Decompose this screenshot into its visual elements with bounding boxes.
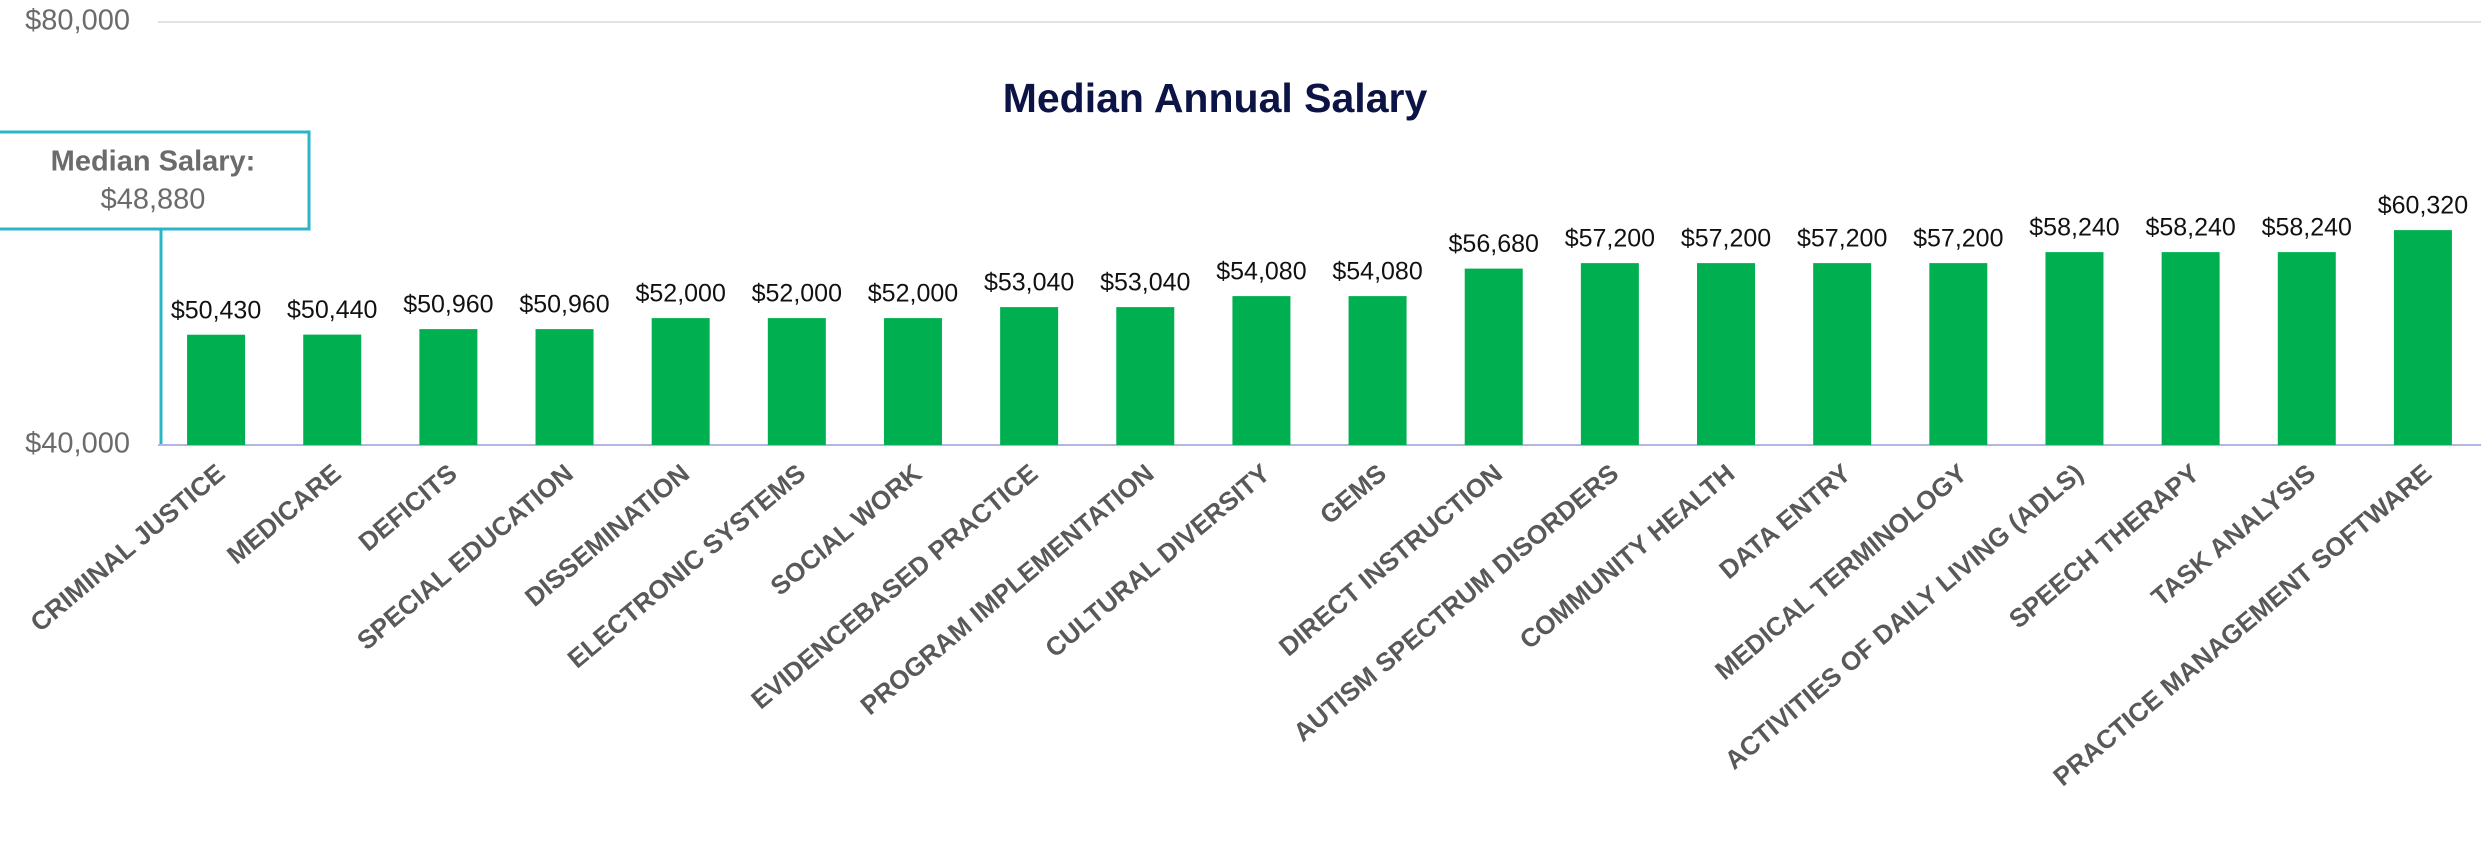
value-label: $58,240 — [2145, 214, 2235, 242]
x-tick-label: GEMS — [1314, 458, 1392, 530]
value-label: $50,960 — [519, 291, 609, 319]
x-tick-label: CRIMINAL JUSTICE — [24, 458, 230, 638]
annotation-title: Median Salary: — [51, 146, 256, 178]
value-label: $50,960 — [403, 291, 493, 319]
bar — [303, 334, 362, 445]
value-label: $57,200 — [1681, 225, 1771, 253]
bar — [883, 318, 942, 445]
value-label: $50,430 — [171, 296, 261, 324]
bar — [1697, 263, 1756, 445]
y-tick-label: $80,000 — [25, 5, 130, 37]
annotation-box — [0, 130, 311, 231]
x-tick-label: DEFICITS — [353, 458, 463, 557]
bar — [187, 334, 246, 445]
bar — [2161, 252, 2220, 445]
bar — [1116, 307, 1175, 445]
bar — [1000, 307, 1059, 445]
bar — [419, 329, 478, 445]
value-label: $57,200 — [1913, 225, 2003, 253]
bar — [1348, 296, 1407, 445]
value-label: $54,080 — [1216, 258, 1306, 286]
bar — [1929, 263, 1988, 445]
value-label: $52,000 — [868, 280, 958, 308]
x-tick-label: SPECIAL EDUCATION — [351, 458, 579, 656]
bar — [1580, 263, 1639, 445]
x-tick-label: CULTURAL DIVERSITY — [1039, 458, 1276, 663]
bar — [1232, 296, 1291, 445]
value-label: $54,080 — [1332, 258, 1422, 286]
value-label: $56,680 — [1449, 230, 1539, 258]
value-label: $50,440 — [287, 296, 377, 324]
value-label: $57,200 — [1565, 225, 1655, 253]
value-label: $53,040 — [984, 269, 1074, 297]
x-tick-label: DIRECT INSTRUCTION — [1273, 458, 1508, 662]
bar — [535, 329, 594, 445]
bar — [1464, 268, 1523, 445]
chart-title: Median Annual Salary — [1003, 75, 1428, 121]
annotation-value: $48,880 — [101, 184, 206, 216]
value-label: $53,040 — [1100, 269, 1190, 297]
bar — [651, 318, 710, 445]
bar — [2277, 252, 2336, 445]
value-label: $60,320 — [2378, 192, 2468, 220]
value-label: $58,240 — [2262, 214, 2352, 242]
x-tick-label: ELECTRONIC SYSTEMS — [562, 458, 811, 674]
bar — [2045, 252, 2104, 445]
value-label: $57,200 — [1797, 225, 1887, 253]
x-tick-label: MEDICARE — [221, 458, 347, 570]
bar — [767, 318, 826, 445]
x-tick-label: SPEECH THERAPY — [2003, 458, 2205, 634]
value-label: $52,000 — [752, 280, 842, 308]
value-label: $58,240 — [2029, 214, 2119, 242]
bar — [1813, 263, 1872, 445]
x-tick-label: COMMUNITY HEALTH — [1514, 458, 1741, 655]
y-tick-label: $40,000 — [25, 428, 130, 460]
bar — [2393, 230, 2452, 445]
value-label: $52,000 — [635, 280, 725, 308]
